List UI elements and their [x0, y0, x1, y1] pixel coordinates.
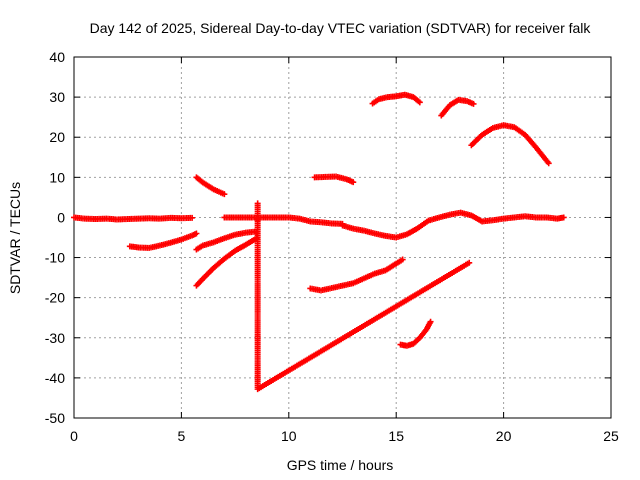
y-tick-label: -30: [45, 330, 65, 346]
x-tick-label: 15: [388, 428, 404, 444]
series-upper-arc-G: [438, 96, 477, 119]
data-trace: [411, 335, 422, 346]
series-segment-at-10: [311, 173, 357, 186]
data-trace: [480, 125, 495, 137]
y-tick-label: -20: [45, 290, 65, 306]
x-tick-label: 0: [70, 428, 78, 444]
series-near-zero-mid: [221, 214, 346, 227]
data-trace: [371, 97, 381, 106]
series-steep-rise-C: [193, 235, 260, 289]
data-trace: [190, 231, 199, 238]
y-axis-label: SDTVAR / TECUs: [7, 182, 23, 294]
data-trace: [523, 133, 538, 149]
data-trace: [465, 98, 475, 107]
data-trace: [254, 327, 261, 391]
data-point: [416, 99, 423, 106]
x-tick-label: 10: [281, 428, 297, 444]
data-trace: [222, 248, 237, 261]
series-descending-short: [193, 174, 228, 198]
y-tick-label: -40: [45, 370, 65, 386]
data-point: [427, 318, 434, 325]
series-dip-E: [339, 209, 567, 241]
data-trace: [512, 125, 527, 137]
data-trace: [416, 218, 430, 231]
data-trace: [195, 243, 205, 252]
series-upper-arc-F: [369, 91, 423, 107]
series-big-arc-H: [468, 122, 552, 167]
data-trace: [394, 257, 405, 266]
y-tick-label: 20: [49, 129, 65, 145]
data-point: [253, 235, 260, 242]
axis-ticks: 0 5 10 15 20 25 -50 -40 -30 -20 -10 0 10 20 30 40: [45, 49, 619, 444]
x-tick-label: 25: [603, 428, 619, 444]
data-point: [466, 259, 473, 266]
data-trace: [345, 177, 355, 185]
data-trace: [212, 187, 226, 197]
data-point: [470, 100, 477, 107]
data-trace: [194, 277, 205, 288]
plot-frame: [73, 56, 612, 419]
data-trace: [533, 145, 551, 165]
data-trace: [211, 256, 227, 270]
data-trace: [383, 261, 398, 273]
data-trace: [256, 260, 471, 392]
data-trace: [352, 276, 366, 286]
data-trace: [411, 95, 422, 105]
data-trace: [194, 175, 205, 185]
data-trace: [439, 103, 452, 118]
data-point: [560, 214, 567, 221]
data-trace: [448, 97, 461, 108]
grid: [74, 57, 611, 418]
data-trace: [201, 266, 216, 281]
data-trace: [469, 213, 484, 224]
data-trace: [555, 214, 566, 222]
y-tick-label: 0: [57, 209, 65, 225]
data-trace: [417, 328, 429, 340]
data-point: [221, 191, 228, 198]
y-tick-label: -10: [45, 250, 65, 266]
series-isolated-points: [254, 200, 473, 393]
data-trace: [469, 133, 484, 147]
y-tick-label: 10: [49, 169, 65, 185]
data-point: [189, 214, 196, 221]
data-trace: [424, 320, 433, 332]
data-trace: [233, 242, 248, 253]
x-tick-label: 5: [178, 428, 186, 444]
series-low-rise-D: [307, 256, 406, 294]
y-tick-label: -50: [45, 410, 65, 426]
data-trace: [362, 271, 376, 281]
data-trace: [399, 341, 409, 349]
data-trace: [405, 226, 420, 237]
y-tick-label: 30: [49, 89, 65, 105]
chart-title: Day 142 of 2025, Sidereal Day-to-day VTE…: [90, 20, 592, 36]
data-trace: [254, 202, 261, 330]
x-tick-label: 20: [496, 428, 512, 444]
series-near-zero-early: [71, 214, 196, 223]
y-tick-label: 40: [49, 49, 65, 65]
data-point: [545, 160, 552, 167]
data-point: [350, 179, 357, 186]
series-negative-arc-A: [126, 230, 200, 251]
data-point: [193, 230, 200, 237]
series-low-arc-I: [397, 318, 434, 349]
data-trace: [201, 180, 216, 192]
data-trace: [405, 341, 415, 349]
data-point: [399, 256, 406, 263]
x-axis-label: GPS time / hours: [287, 457, 394, 473]
data-points: [71, 91, 567, 393]
